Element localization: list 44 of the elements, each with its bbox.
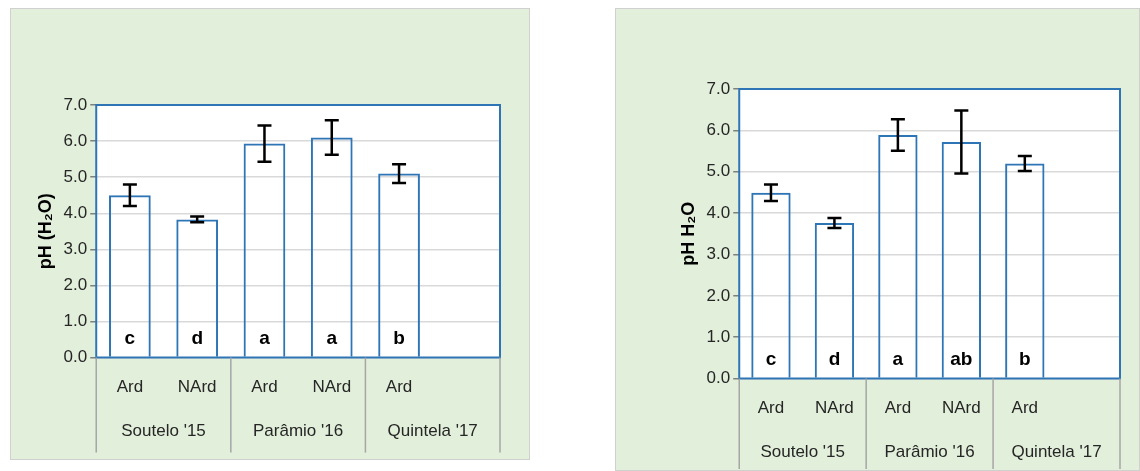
x-tick-label: Ard (116, 377, 144, 397)
text: Soutelo '15 (121, 420, 206, 440)
data-label: c (765, 347, 777, 369)
y-tick-label: 3.0 (706, 244, 731, 264)
y-tick-label: 5.0 (63, 166, 88, 186)
data-label: a (892, 347, 904, 369)
x-tick-label: NArd (177, 377, 217, 397)
text: Parâmio '16 (253, 420, 344, 440)
text: Quintela '17 (387, 420, 478, 440)
x-tick-label: NArd (941, 398, 981, 418)
text: Soutelo '15 (760, 441, 845, 461)
y-tick-label: 3.0 (63, 239, 88, 259)
x-tick-label: Ard (1011, 398, 1039, 418)
y-tick-label: 5.0 (706, 161, 731, 181)
x-tick-label: Ard (385, 377, 413, 397)
y-axis-title: pH H₂O (677, 201, 698, 266)
data-label: b (393, 326, 405, 348)
y-tick-label: 6.0 (706, 120, 731, 140)
text: Quintela '17 (1011, 441, 1102, 461)
y-tick-label: 7.0 (706, 78, 731, 98)
y-tick-label: 2.0 (706, 285, 731, 305)
x-tick-label: Ard (884, 398, 912, 418)
x-tick-label: NArd (815, 398, 854, 418)
text: Parâmio '16 (884, 441, 975, 461)
data-label: ab (950, 347, 973, 369)
y-tick-label: 4.0 (63, 202, 88, 222)
y-tick-label: 4.0 (706, 202, 731, 222)
y-tick-label: 0.0 (63, 347, 88, 367)
y-tick-label: 6.0 (63, 130, 88, 150)
y-tick-label: 1.0 (706, 326, 731, 346)
y-tick-label: 0.0 (706, 368, 731, 388)
data-label: c (124, 326, 136, 348)
data-label: d (191, 326, 203, 348)
y-tick-label: 1.0 (63, 311, 88, 331)
data-label: a (259, 326, 271, 348)
data-label: b (1019, 347, 1031, 369)
y-tick-label: 2.0 (63, 275, 88, 295)
data-label: d (828, 347, 841, 369)
y-tick-label: 7.0 (63, 94, 88, 114)
x-tick-label: Ard (757, 398, 785, 418)
x-tick-label: NArd (312, 377, 352, 397)
x-tick-label: Ard (251, 377, 278, 397)
y-axis-title: pH (H₂O) (34, 193, 55, 270)
data-label: a (326, 326, 338, 348)
